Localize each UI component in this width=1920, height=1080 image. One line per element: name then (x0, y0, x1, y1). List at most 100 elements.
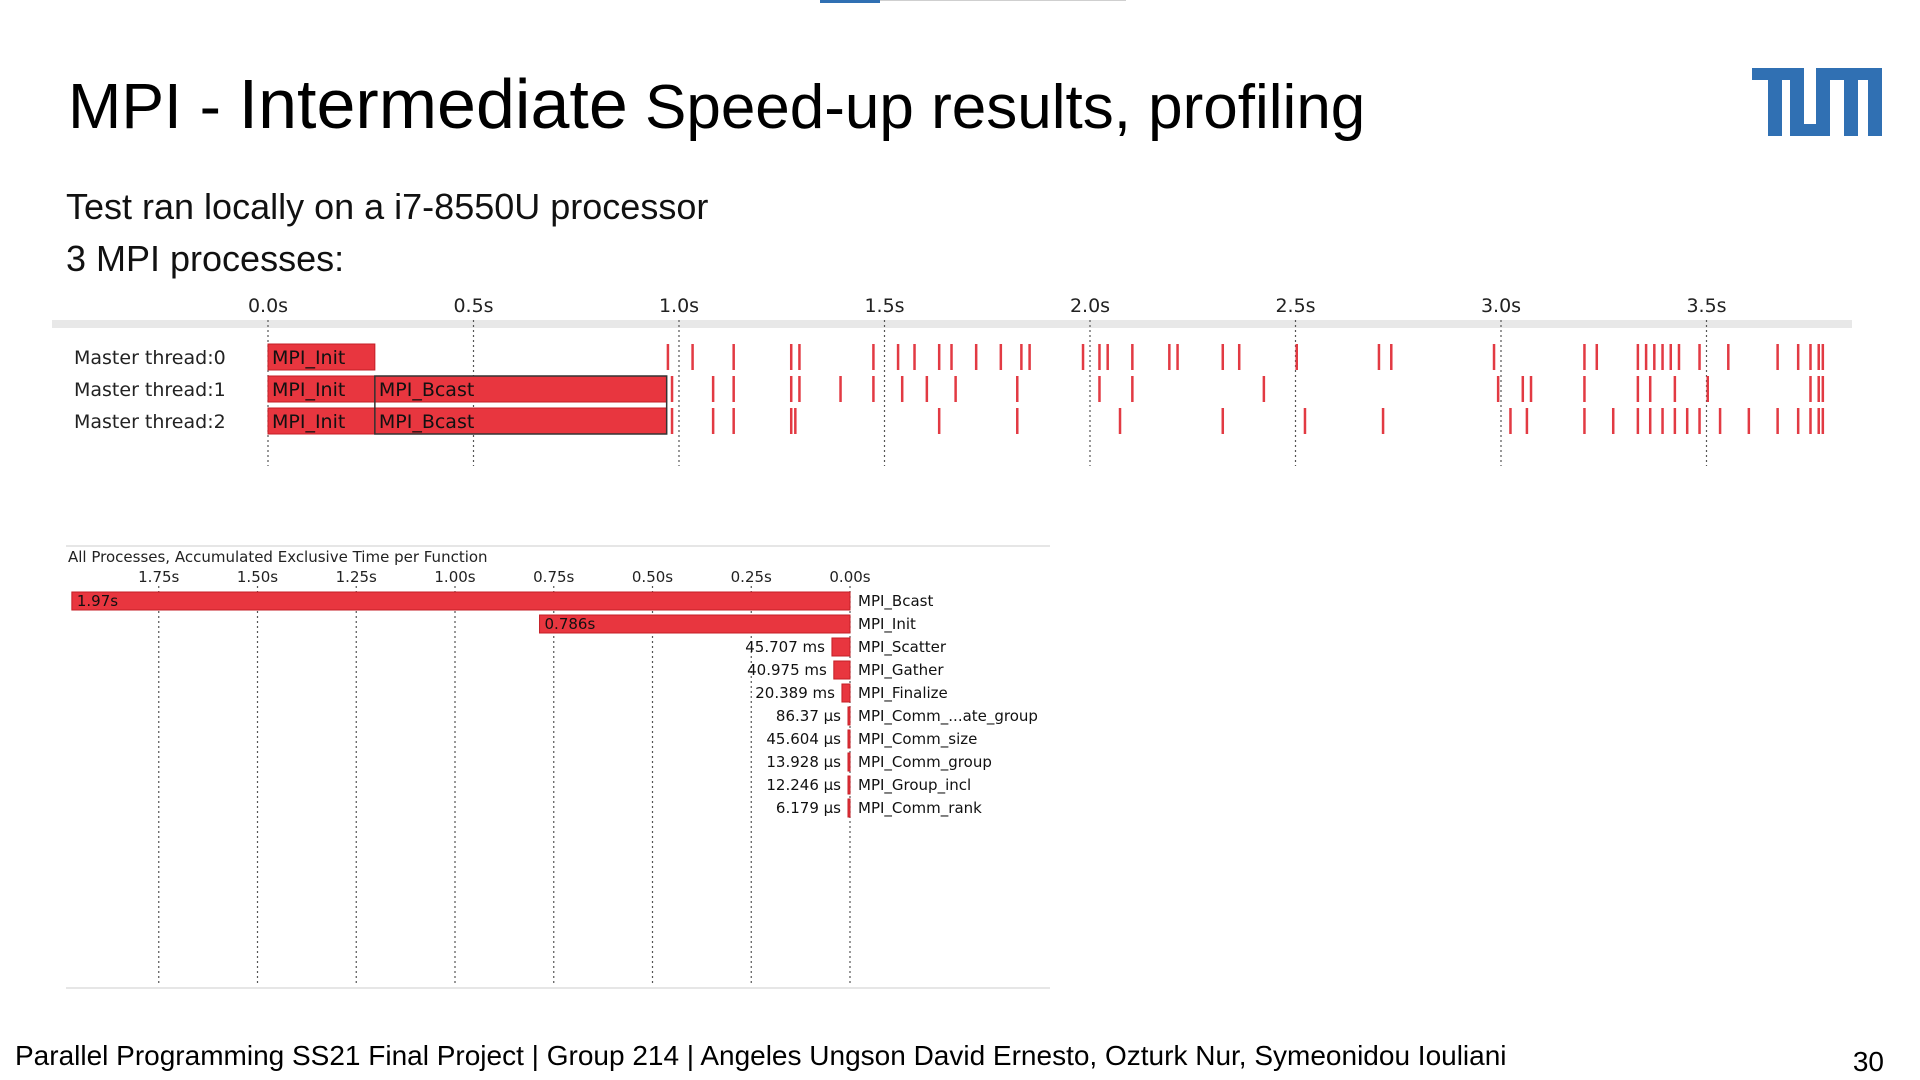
timeline-event-mark (937, 344, 941, 370)
timeline-event-mark (1648, 376, 1652, 402)
tum-logo (1752, 68, 1882, 136)
timeline-interval[interactable] (267, 375, 376, 403)
timeline-event-mark (950, 344, 953, 370)
timeline-event-mark (691, 344, 694, 370)
timeline-tick-label: 1.0s (659, 295, 699, 317)
timeline-event-mark (1698, 344, 1701, 370)
timeline-event-mark (913, 344, 916, 370)
timeline-event-mark (1028, 344, 1031, 370)
bar-chart-bar[interactable] (847, 729, 851, 749)
timeline-event-mark (1747, 408, 1751, 434)
timeline-event-mark (1661, 408, 1664, 434)
timeline-interval[interactable] (267, 343, 376, 371)
bar-chart-category-label: MPI_Bcast (858, 592, 933, 611)
timeline-event-mark (1381, 408, 1385, 434)
timeline-event-mark (1492, 344, 1496, 370)
timeline-tick-label: 0.5s (453, 295, 493, 317)
bar-chart-bar[interactable] (847, 798, 851, 818)
timeline-tick-label: 0.0s (248, 295, 288, 317)
bar-chart-bar[interactable] (831, 637, 851, 657)
bar-chart-tick-label: 1.25s (336, 568, 377, 586)
bar-chart-tick-label: 1.75s (138, 568, 179, 586)
timeline-event-mark (937, 408, 941, 434)
timeline-interval[interactable] (374, 407, 668, 435)
timeline-tick-label: 2.5s (1275, 295, 1315, 317)
bar-chart-tick-label: 0.25s (731, 568, 772, 586)
page-number: 30 (1852, 1046, 1884, 1077)
bar-chart-bar[interactable] (71, 591, 851, 611)
timeline-event-mark (1583, 376, 1586, 402)
timeline-tick-label: 3.5s (1686, 295, 1726, 317)
bar-chart-category-label: MPI_Comm_size (858, 730, 977, 749)
timeline-event-mark (1611, 408, 1615, 434)
timeline-event-mark (1821, 376, 1825, 402)
timeline-event-mark (789, 344, 793, 370)
timeline-event-mark (798, 376, 801, 402)
timeline-event-mark (670, 376, 674, 402)
timeline-event-mark (1098, 376, 1101, 402)
bar-chart-value-label: 20.389 ms (755, 684, 835, 702)
timeline-event-mark (1529, 376, 1533, 402)
bar-chart-value-label: 0.786s (545, 615, 596, 633)
top-divider (880, 0, 1126, 1)
timeline-chart: 0.0s 0.5s 1.0s 1.5s 2.0s 2.5s 3.0s 3.5s Master … (52, 295, 1852, 466)
bar-chart-category-label: MPI_Init (858, 615, 916, 634)
timeline-event-mark (1509, 408, 1512, 434)
info-line-processor: Test ran locally on a i7-8550U processor (66, 186, 709, 227)
timeline-event-mark (1817, 376, 1820, 402)
bar-chart-tick-label: 0.00s (829, 568, 870, 586)
timeline-event-mark (1303, 408, 1307, 434)
chart-title: All Processes, Accumulated Exclusive Tim… (68, 548, 488, 566)
timeline-event-mark (1648, 408, 1652, 434)
timeline-event-mark (711, 408, 715, 434)
timeline-tick-label: 1.5s (864, 295, 904, 317)
bar-chart-ticks: 1.75s 1.50s 1.25s 1.00s 0.75s 0.50s 0.25s 0.00s (138, 568, 871, 586)
bar-chart-bars: 1.97s MPI_Bcast 0.786s MPI_Init 45.707 ms MPI… (71, 591, 1038, 818)
timeline-event-mark (872, 344, 875, 370)
timeline-event-mark (1295, 344, 1298, 370)
timeline-event-mark (1685, 408, 1689, 434)
timeline-event-mark (1221, 344, 1225, 370)
timeline-intervals: MPI_Init MPI_Init MPI_Bcast MPI_Init MPI_Bca… (267, 343, 668, 435)
timeline-event-mark (1020, 344, 1023, 370)
timeline-event-mark (1706, 376, 1709, 402)
timeline-event-mark (999, 344, 1003, 370)
timeline-event-mark (1776, 408, 1779, 434)
timeline-event-mark (1118, 408, 1122, 434)
timeline-interval-label: MPI_Bcast (379, 379, 474, 401)
bar-chart-value-label: 13.928 µs (766, 753, 841, 771)
timeline-event-mark (1636, 376, 1640, 402)
timeline-event-mark (1525, 408, 1529, 434)
timeline-event-mark (1809, 408, 1812, 434)
bar-chart-bar[interactable] (841, 683, 851, 703)
timeline-row-label: Master thread:0 (74, 347, 226, 369)
bar-chart-category-label: MPI_Gather (858, 661, 944, 680)
bar-chart-bar[interactable] (847, 706, 851, 726)
bar-chart-bar[interactable] (539, 614, 851, 634)
title-part-intermediate: Intermediate (238, 65, 628, 143)
timeline-event-mark (1809, 376, 1812, 402)
timeline-grid (267, 320, 1708, 466)
timeline-event-mark (1176, 344, 1179, 370)
bar-chart-bar[interactable] (847, 752, 851, 772)
timeline-interval[interactable] (374, 375, 668, 403)
timeline-event-mark (1776, 344, 1779, 370)
slide-title: MPI - Intermediate Speed-up results, pro… (68, 64, 1365, 144)
timeline-event-mark (732, 376, 735, 402)
timeline-event-mark (1809, 344, 1812, 370)
timeline-events (666, 344, 1825, 434)
timeline-interval-label: MPI_Init (272, 347, 345, 369)
timeline-event-mark (1583, 344, 1586, 370)
bar-chart-value-label: 12.246 µs (766, 776, 841, 794)
bar-chart-bar[interactable] (847, 775, 851, 795)
timeline-event-mark (1168, 344, 1171, 370)
timeline-event-mark (1016, 408, 1019, 434)
bar-chart-value-label: 45.604 µs (766, 730, 841, 748)
bar-chart-bar[interactable] (833, 660, 851, 680)
timeline-event-mark (732, 344, 735, 370)
bar-chart-tick-label: 0.50s (632, 568, 673, 586)
timeline-interval[interactable] (267, 407, 376, 435)
bar-chart-category-label: MPI_Comm_...ate_group (858, 707, 1038, 726)
timeline-event-mark (872, 376, 875, 402)
timeline-event-mark (732, 408, 735, 434)
